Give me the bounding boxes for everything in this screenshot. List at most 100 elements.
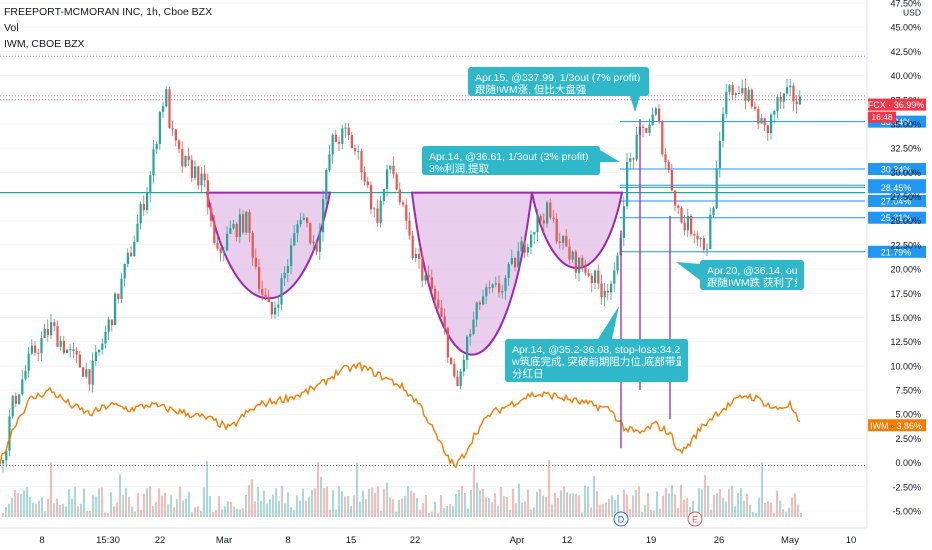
candle-body [46, 328, 49, 336]
volume-bar [332, 490, 334, 517]
compare-label[interactable]: IWM, CBOE BZX [4, 38, 85, 50]
candle-body [763, 118, 766, 126]
volume-bar [665, 488, 667, 517]
candle-body [267, 296, 270, 303]
candle-body [350, 135, 353, 149]
y-tick-label: 17.50% [890, 289, 921, 299]
candle-body [725, 91, 728, 114]
volume-bar [686, 497, 688, 517]
candle-body [270, 302, 273, 315]
volume-bar [515, 503, 517, 517]
volume-bar [143, 493, 145, 517]
volume-bar [149, 486, 151, 517]
iwm-series [0, 361, 801, 469]
candle-body [101, 343, 104, 350]
volume-bar [593, 475, 595, 517]
candle-body [792, 85, 795, 102]
candle-body [536, 215, 539, 233]
candle-body [2, 460, 5, 464]
candle-body [69, 349, 72, 351]
volume-bar [203, 487, 205, 517]
volume-bar [704, 474, 706, 517]
candle-body [667, 162, 670, 171]
volume-bar [383, 488, 385, 517]
volume-bar [689, 507, 691, 517]
volume-bar [581, 512, 583, 517]
callout-apr20[interactable]: Apr.20, @36.14, out 跟随IWM跌 获利了结 [700, 260, 804, 290]
candle-body [206, 180, 209, 208]
candle-body [587, 273, 590, 276]
volume-bar [287, 492, 289, 517]
callout-apr15[interactable]: Apr.15, @337.99, 1/3out (7% profit) 跟随IW… [468, 67, 649, 96]
callout-apr15-line1: Apr.15, @337.99, 1/3out (7% profit) [475, 72, 641, 84]
candle-body [565, 235, 568, 247]
candle-body [552, 217, 555, 219]
volume-bar [56, 498, 58, 517]
candle-body [645, 127, 648, 133]
candle-body [37, 352, 40, 354]
volume-bar [131, 506, 133, 517]
volume-bars [2, 460, 802, 517]
candle-body [709, 214, 712, 250]
candle-body [341, 128, 344, 144]
volume-bar [641, 511, 643, 517]
callout-apr14-entry[interactable]: Apr.14, @35.2-36.08, stop-loss:34.21 w筑底… [505, 339, 688, 382]
candle-body [142, 203, 145, 211]
candle-body [696, 235, 699, 240]
volume-bar [764, 502, 766, 517]
y-tick-label: 25.00% [890, 216, 921, 226]
time-axis: 8 15:30 22 Mar 8 15 22 Apr 12 19 26 May 10 [0, 527, 865, 546]
candle-body [114, 293, 117, 326]
callout-apr14-profit[interactable]: Apr.14, @36.61, 1/3out (3% profit) 3%利润,… [422, 146, 600, 175]
candle-body [686, 215, 689, 231]
volume-bar [260, 500, 262, 517]
event-marker-circle [613, 511, 629, 527]
volume-bar [251, 479, 253, 517]
candle-body [526, 247, 529, 253]
y-tick-label: -5.00% [892, 507, 921, 517]
candle-body [277, 304, 280, 308]
candle-body [651, 114, 654, 126]
candle-body [674, 190, 677, 206]
volume-bar [563, 486, 565, 517]
volume-bar [326, 486, 328, 517]
volume-bar [476, 482, 478, 517]
volume-bar [800, 512, 802, 517]
volume-bar [737, 493, 739, 517]
candle-body [187, 155, 190, 160]
volume-bar [398, 499, 400, 517]
candle-body [568, 246, 571, 260]
volume-bar [599, 504, 601, 517]
volume-bar [452, 505, 454, 517]
y-tick-label: 22.50% [890, 240, 921, 250]
volume-bar [215, 509, 217, 517]
volume-bar [86, 510, 88, 517]
volume-label[interactable]: Vol [4, 22, 19, 34]
volume-bar [356, 462, 358, 517]
candle-body [747, 89, 750, 101]
volume-bar [431, 511, 433, 517]
candle-body [677, 205, 680, 208]
volume-bar [311, 489, 313, 517]
volume-bar [545, 496, 547, 517]
volume-bar [77, 505, 79, 517]
volume-bar [173, 507, 175, 517]
candle-body [408, 220, 411, 236]
candle-body [82, 367, 85, 377]
pattern-cup-left [205, 191, 332, 300]
candle-body [430, 277, 433, 290]
candle-body [738, 93, 741, 95]
volume-bar [443, 508, 445, 517]
volume-bar [569, 493, 571, 517]
volume-bar [791, 497, 793, 517]
volume-bar [536, 491, 538, 517]
x-tick-label: 10 [846, 535, 857, 546]
candle-body [699, 238, 702, 240]
candle-body [210, 207, 213, 221]
volume-bar [194, 507, 196, 517]
volume-bar [362, 490, 364, 517]
symbol-title[interactable]: FREEPORT-MCMORAN INC, 1h, Cboe BZX [4, 6, 213, 18]
candle-body [274, 307, 277, 315]
candle-body [594, 270, 597, 283]
